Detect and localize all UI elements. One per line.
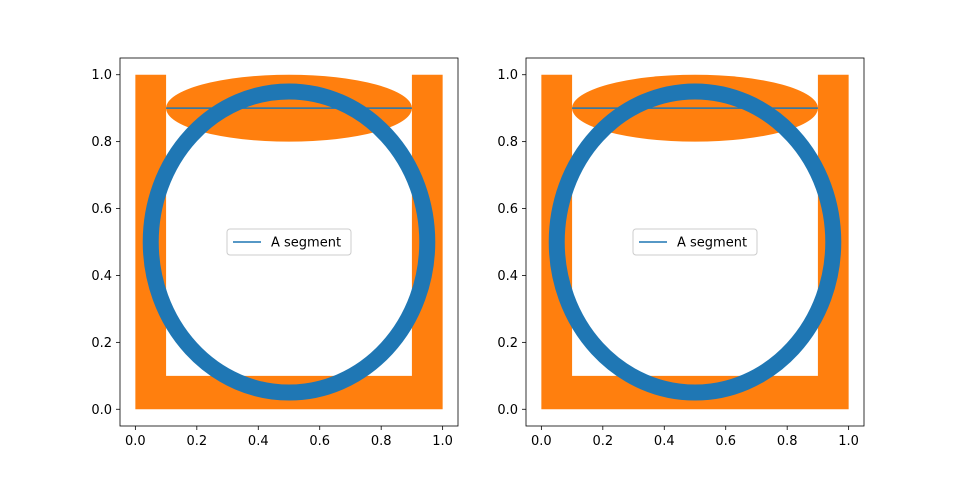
x-tick-label: 0.8 bbox=[777, 434, 798, 449]
legend-box bbox=[632, 228, 758, 256]
y-tick-label: 0.0 bbox=[497, 403, 518, 418]
x-tick-label: 0.4 bbox=[654, 434, 675, 449]
y-tick-label: 0.4 bbox=[497, 269, 518, 284]
left-subplot: 0.0 0.2 0.4 0.6 0.8 1.0 0.0 0.2 0.4 0.6 0.8 1.0 A se… bbox=[91, 57, 459, 449]
legend-label: A segment bbox=[271, 236, 341, 251]
x-tick-label: 0.2 bbox=[592, 434, 613, 449]
y-tick-label: 1.0 bbox=[497, 68, 518, 83]
orange-u-shape bbox=[541, 74, 849, 410]
y-tick-label: 0.0 bbox=[91, 403, 112, 418]
x-tick-label: 1.0 bbox=[432, 434, 453, 449]
y-tick-label: 0.2 bbox=[497, 336, 518, 351]
axes-frame bbox=[525, 57, 865, 427]
x-tick-label: 0.6 bbox=[309, 434, 330, 449]
y-tick-label: 0.6 bbox=[91, 202, 112, 217]
y-tick-label: 0.8 bbox=[497, 135, 518, 150]
x-tick-label: 0.8 bbox=[371, 434, 392, 449]
y-tick-label: 0.4 bbox=[91, 269, 112, 284]
blue-ring bbox=[548, 83, 842, 401]
y-tick-label: 0.6 bbox=[497, 202, 518, 217]
x-tick-label: 0.2 bbox=[186, 434, 207, 449]
legend: A segment bbox=[632, 228, 758, 256]
blue-ring bbox=[142, 83, 436, 401]
x-tick-label: 0.0 bbox=[125, 434, 146, 449]
x-tick-label: 1.0 bbox=[838, 434, 859, 449]
y-tick-label: 0.2 bbox=[91, 336, 112, 351]
legend: A segment bbox=[226, 228, 352, 256]
x-tick-label: 0.6 bbox=[715, 434, 736, 449]
y-tick-label: 0.8 bbox=[91, 135, 112, 150]
legend-label: A segment bbox=[677, 236, 747, 251]
legend-box bbox=[226, 228, 352, 256]
right-subplot: 0.0 0.2 0.4 0.6 0.8 1.0 0.0 0.2 0.4 0.6 0.8 1.0 A se… bbox=[497, 57, 865, 449]
x-tick-label: 0.0 bbox=[531, 434, 552, 449]
x-tick-label: 0.4 bbox=[248, 434, 269, 449]
y-tick-label: 1.0 bbox=[91, 68, 112, 83]
axes-frame bbox=[119, 57, 459, 427]
orange-u-shape bbox=[135, 74, 443, 410]
